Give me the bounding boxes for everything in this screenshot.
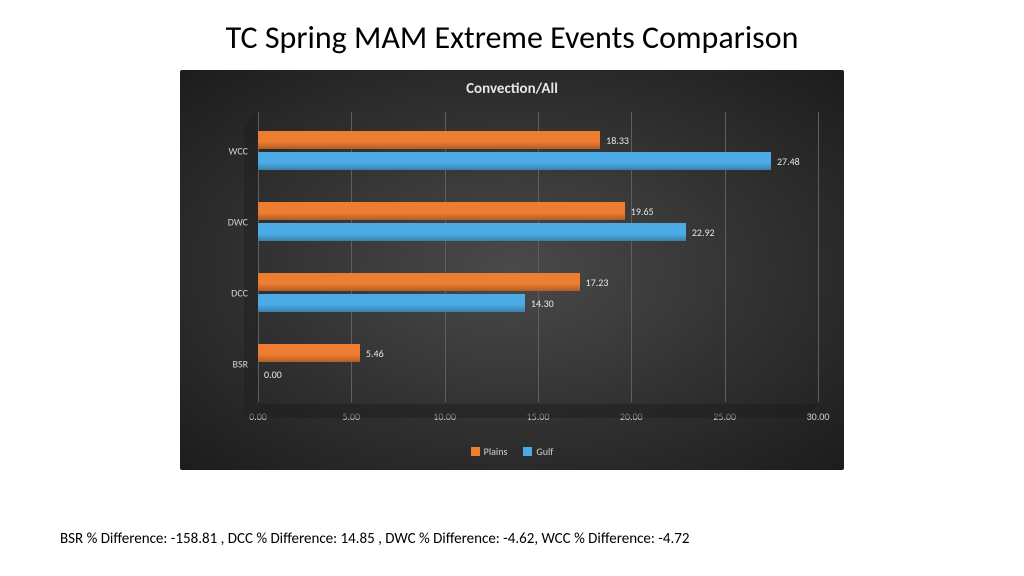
category-label: DWC [228, 215, 248, 228]
legend-label: Plains [484, 445, 508, 458]
bar-plains [258, 344, 360, 362]
legend-swatch [523, 447, 532, 456]
bar-value-label: 27.48 [777, 155, 800, 168]
gridline [818, 112, 819, 402]
bar-plains [258, 273, 580, 291]
legend-item-plains: Plains [471, 445, 508, 458]
legend: Plains Gulf [180, 445, 844, 458]
bar-value-label: 18.33 [606, 134, 629, 147]
chart-title: Convection/All [180, 80, 844, 98]
legend-label: Gulf [536, 445, 553, 458]
category-label: DCC [231, 286, 248, 299]
bar-plains [258, 202, 625, 220]
bar-value-label: 5.46 [366, 347, 384, 360]
chart-3d-floor [244, 404, 818, 418]
category-label: WCC [229, 144, 248, 157]
plot-area: 0.005.0010.0015.0020.0025.0030.00WCC18.3… [258, 112, 818, 402]
footer-differences: BSR % Difference: -158.81 , DCC % Differ… [60, 530, 689, 548]
chart-3d-sidewall [244, 112, 258, 416]
legend-swatch [471, 447, 480, 456]
bar-value-label: 17.23 [586, 276, 609, 289]
slide: TC Spring MAM Extreme Events Comparison … [0, 0, 1024, 576]
bar-gulf [258, 223, 686, 241]
bar-gulf [258, 294, 525, 312]
bar-value-label: 0.00 [264, 368, 282, 381]
legend-item-gulf: Gulf [523, 445, 553, 458]
bar-value-label: 14.30 [531, 297, 554, 310]
category-label: BSR [233, 357, 248, 370]
bar-gulf [258, 152, 771, 170]
page-title: TC Spring MAM Extreme Events Comparison [0, 18, 1024, 57]
bar-value-label: 22.92 [692, 226, 715, 239]
bar-plains [258, 131, 600, 149]
chart-container: Convection/All 0.005.0010.0015.0020.0025… [180, 70, 844, 470]
bar-value-label: 19.65 [631, 205, 654, 218]
